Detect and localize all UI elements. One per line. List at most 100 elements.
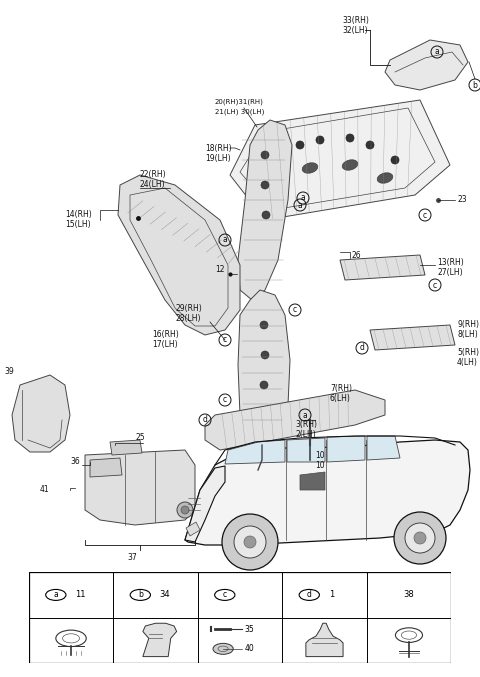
Polygon shape bbox=[185, 466, 225, 542]
Text: b: b bbox=[473, 81, 478, 89]
Circle shape bbox=[414, 532, 426, 544]
Text: c: c bbox=[223, 395, 227, 404]
Text: c: c bbox=[223, 590, 227, 599]
Text: 10: 10 bbox=[315, 450, 324, 460]
Polygon shape bbox=[300, 472, 325, 490]
Text: 2(LH): 2(LH) bbox=[295, 431, 316, 439]
Text: 37: 37 bbox=[127, 554, 137, 563]
Polygon shape bbox=[287, 438, 325, 462]
Text: 25: 25 bbox=[135, 433, 145, 443]
Circle shape bbox=[281, 151, 289, 159]
Ellipse shape bbox=[377, 173, 393, 183]
Circle shape bbox=[391, 156, 399, 164]
Text: 36: 36 bbox=[70, 458, 80, 466]
Text: 34: 34 bbox=[160, 590, 170, 599]
Text: 35: 35 bbox=[244, 625, 254, 634]
Circle shape bbox=[261, 351, 269, 359]
Circle shape bbox=[366, 141, 374, 149]
Circle shape bbox=[394, 512, 446, 564]
Text: 28(LH): 28(LH) bbox=[175, 313, 201, 322]
Text: 18(RH): 18(RH) bbox=[205, 144, 232, 152]
Text: 10: 10 bbox=[315, 460, 324, 470]
Text: 15(LH): 15(LH) bbox=[65, 221, 91, 230]
Text: 1: 1 bbox=[329, 590, 334, 599]
Circle shape bbox=[213, 643, 233, 654]
Circle shape bbox=[296, 141, 304, 149]
Circle shape bbox=[405, 523, 435, 553]
Circle shape bbox=[177, 502, 193, 518]
Text: 4(LH): 4(LH) bbox=[457, 359, 478, 368]
Polygon shape bbox=[230, 100, 450, 220]
Text: 17(LH): 17(LH) bbox=[152, 341, 178, 349]
Text: 16(RH): 16(RH) bbox=[152, 330, 179, 339]
Text: c: c bbox=[293, 305, 297, 315]
Text: 12: 12 bbox=[216, 265, 225, 274]
Text: 5(RH): 5(RH) bbox=[457, 349, 479, 357]
Circle shape bbox=[181, 506, 189, 514]
Text: 24(LH): 24(LH) bbox=[140, 181, 166, 190]
Text: 8(LH): 8(LH) bbox=[457, 330, 478, 339]
Text: 32(LH): 32(LH) bbox=[342, 26, 368, 35]
Polygon shape bbox=[238, 120, 292, 300]
Polygon shape bbox=[370, 325, 455, 350]
Polygon shape bbox=[340, 255, 425, 280]
Text: c: c bbox=[223, 336, 227, 345]
Polygon shape bbox=[225, 440, 285, 464]
Text: a: a bbox=[300, 194, 305, 202]
Ellipse shape bbox=[342, 160, 358, 170]
Polygon shape bbox=[367, 436, 400, 460]
Text: 21(LH) 30(LH): 21(LH) 30(LH) bbox=[215, 109, 264, 115]
Text: 26: 26 bbox=[352, 250, 361, 259]
Text: 20(RH)31(RH): 20(RH)31(RH) bbox=[215, 99, 264, 105]
Text: 33(RH): 33(RH) bbox=[342, 16, 369, 24]
Text: 23: 23 bbox=[457, 196, 467, 204]
Text: 22(RH): 22(RH) bbox=[140, 171, 167, 179]
Ellipse shape bbox=[302, 162, 318, 173]
Text: c: c bbox=[423, 211, 427, 219]
Text: 19(LH): 19(LH) bbox=[205, 154, 230, 162]
Polygon shape bbox=[238, 290, 290, 445]
Text: d: d bbox=[307, 590, 312, 599]
Polygon shape bbox=[90, 458, 122, 477]
Text: a: a bbox=[223, 236, 228, 244]
Text: 29(RH): 29(RH) bbox=[175, 303, 202, 313]
Text: 41: 41 bbox=[40, 485, 49, 494]
Text: 13(RH): 13(RH) bbox=[437, 257, 464, 267]
Circle shape bbox=[234, 526, 266, 558]
Text: 27(LH): 27(LH) bbox=[437, 267, 463, 276]
Polygon shape bbox=[118, 175, 240, 335]
Polygon shape bbox=[110, 440, 142, 455]
Text: 40: 40 bbox=[244, 645, 254, 653]
Polygon shape bbox=[306, 624, 343, 657]
Text: a: a bbox=[434, 47, 439, 56]
Polygon shape bbox=[185, 440, 470, 545]
Text: a: a bbox=[298, 200, 302, 209]
Text: 6(LH): 6(LH) bbox=[330, 393, 351, 403]
Circle shape bbox=[260, 321, 268, 329]
Text: b: b bbox=[138, 590, 143, 599]
Circle shape bbox=[244, 536, 256, 548]
Text: c: c bbox=[433, 280, 437, 290]
Polygon shape bbox=[186, 522, 200, 536]
Circle shape bbox=[346, 134, 354, 142]
Polygon shape bbox=[143, 624, 177, 657]
Text: 9(RH): 9(RH) bbox=[457, 320, 479, 330]
Polygon shape bbox=[12, 375, 70, 452]
Polygon shape bbox=[385, 40, 468, 90]
Polygon shape bbox=[85, 450, 195, 525]
Text: 11: 11 bbox=[75, 590, 86, 599]
Text: 39: 39 bbox=[4, 368, 14, 376]
Circle shape bbox=[260, 381, 268, 389]
Circle shape bbox=[222, 514, 278, 570]
Text: 38: 38 bbox=[404, 590, 414, 599]
Circle shape bbox=[261, 181, 269, 189]
Text: a: a bbox=[302, 410, 307, 420]
Text: 7(RH): 7(RH) bbox=[330, 383, 352, 393]
Polygon shape bbox=[327, 436, 365, 462]
Circle shape bbox=[261, 151, 269, 159]
Text: 3(RH): 3(RH) bbox=[295, 420, 317, 429]
Circle shape bbox=[316, 136, 324, 144]
Circle shape bbox=[262, 211, 270, 219]
Text: a: a bbox=[53, 590, 58, 599]
Text: d: d bbox=[203, 416, 207, 424]
